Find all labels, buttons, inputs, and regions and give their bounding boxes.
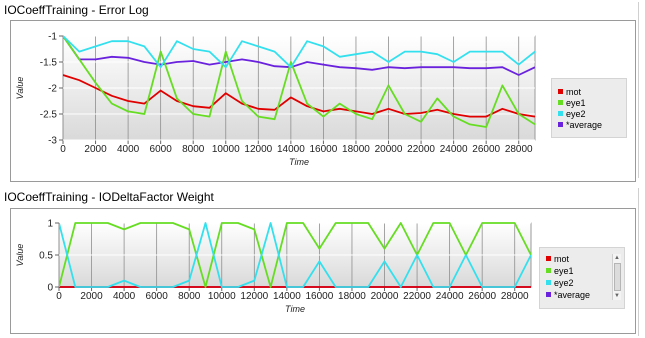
legend-item-average: *average (558, 120, 602, 131)
x-tick-label: 24000 (436, 291, 464, 302)
x-tick-label: 16000 (306, 291, 334, 302)
weight-legend: mot eye1 eye2 *average ▲ ▼ (539, 247, 625, 309)
legend-label-eye2-2: eye2 (554, 278, 574, 288)
legend-label-mot-2: mot (554, 254, 570, 264)
legend-label-average: *average (566, 120, 603, 130)
series-line-mot (63, 74, 535, 118)
series-line-average (63, 35, 535, 76)
window-edge (638, 2, 639, 178)
x-axis-label: Time (289, 157, 309, 167)
y-tick-label: 0.5 (39, 251, 53, 262)
y-tick-label: 0 (47, 283, 53, 294)
average-swatch-icon (558, 122, 563, 127)
x-tick-label: 18000 (342, 144, 370, 155)
legend-item-mot: mot (558, 87, 581, 98)
x-tick-label: 16000 (310, 144, 338, 155)
error-log-chart-panel: 0 2000 4000 6000 8000 10000 12000 14000 16000 180… (10, 20, 636, 182)
legend-item-average-2: *average (546, 290, 590, 301)
legend-label-eye1: eye1 (566, 98, 586, 108)
y-axis-label: Value (15, 77, 25, 100)
scroll-up-icon[interactable]: ▲ (614, 255, 620, 261)
x-tick-label: 14000 (273, 291, 301, 302)
x-tick-label: 2000 (80, 291, 103, 302)
x-tick-label: 20000 (375, 144, 403, 155)
mot-swatch-icon (558, 89, 563, 94)
legend-label-eye2: eye2 (566, 109, 586, 119)
x-tick-label: 2000 (84, 144, 107, 155)
y-tick-label: -2 (48, 84, 57, 95)
legend-scrollbar[interactable]: ▲ ▼ (612, 254, 621, 300)
x-tick-label: 14000 (277, 144, 305, 155)
scroll-thumb[interactable] (614, 263, 621, 291)
y-tick-label: -1.5 (40, 58, 58, 69)
weight-chart-panel: 0 2000 4000 6000 8000 10000 12000 14000 16000 180… (10, 208, 636, 334)
x-tick-label: 6000 (146, 291, 169, 302)
x-tick-label: 8000 (178, 291, 201, 302)
legend-label-eye1-2: eye1 (554, 266, 574, 276)
x-tick-label: 28000 (501, 291, 529, 302)
x-tick-label: 10000 (208, 291, 236, 302)
eye1-swatch-icon (546, 268, 551, 273)
x-tick-label: 22000 (403, 291, 431, 302)
y-tick-label: 1 (47, 219, 53, 230)
legend-item-eye1: eye1 (558, 98, 586, 109)
x-tick-label: 0 (60, 144, 66, 155)
x-tick-label: 26000 (468, 291, 496, 302)
error-log-chart: 0 2000 4000 6000 8000 10000 12000 14000 16000 180… (15, 32, 536, 167)
y-tick-label: -1 (48, 32, 57, 43)
legend-item-mot-2: mot (546, 254, 569, 265)
x-tick-label: 28000 (505, 144, 533, 155)
eye2-swatch-icon (546, 280, 551, 285)
scroll-down-icon[interactable]: ▼ (614, 293, 620, 299)
average-swatch-icon (546, 292, 551, 297)
y-tick-label: -2.5 (40, 110, 58, 121)
x-tick-label: 18000 (338, 291, 366, 302)
x-tick-label: 4000 (117, 144, 140, 155)
x-tick-label: 4000 (113, 291, 136, 302)
legend-item-eye1-2: eye1 (546, 266, 574, 277)
mot-swatch-icon (546, 256, 551, 261)
x-tick-label: 0 (56, 291, 62, 302)
series-line-eye2 (63, 35, 535, 69)
window-edge-lower (638, 188, 639, 336)
weight-title: IOCoeffTraining - IODeltaFactor Weight (4, 190, 214, 204)
x-tick-label: 12000 (240, 291, 268, 302)
x-tick-label: 10000 (212, 144, 240, 155)
series-line-eye1 (59, 222, 531, 288)
x-tick-label: 8000 (182, 144, 205, 155)
legend-label-mot: mot (566, 87, 582, 97)
error-log-title: IOCoeffTraining - Error Log (4, 3, 149, 17)
y-axis-label: Value (15, 244, 25, 267)
legend-label-average-2: *average (554, 290, 591, 300)
x-axis-label: Time (285, 304, 305, 314)
y-tick-label: -3 (48, 136, 57, 147)
x-tick-label: 20000 (371, 291, 399, 302)
error-log-legend: mot eye1 eye2 *average (551, 78, 627, 138)
x-tick-label: 24000 (440, 144, 468, 155)
x-tick-label: 26000 (472, 144, 500, 155)
series-line-eye2 (59, 222, 531, 288)
legend-item-eye2-2: eye2 (546, 278, 574, 289)
x-tick-label: 12000 (244, 144, 272, 155)
eye1-swatch-icon (558, 100, 563, 105)
x-tick-label: 6000 (150, 144, 173, 155)
series-line-eye1 (63, 35, 535, 128)
eye2-swatch-icon (558, 111, 563, 116)
weight-chart: 0 2000 4000 6000 8000 10000 12000 14000 16000 180… (15, 219, 532, 314)
legend-item-eye2: eye2 (558, 109, 586, 120)
x-tick-label: 22000 (407, 144, 435, 155)
